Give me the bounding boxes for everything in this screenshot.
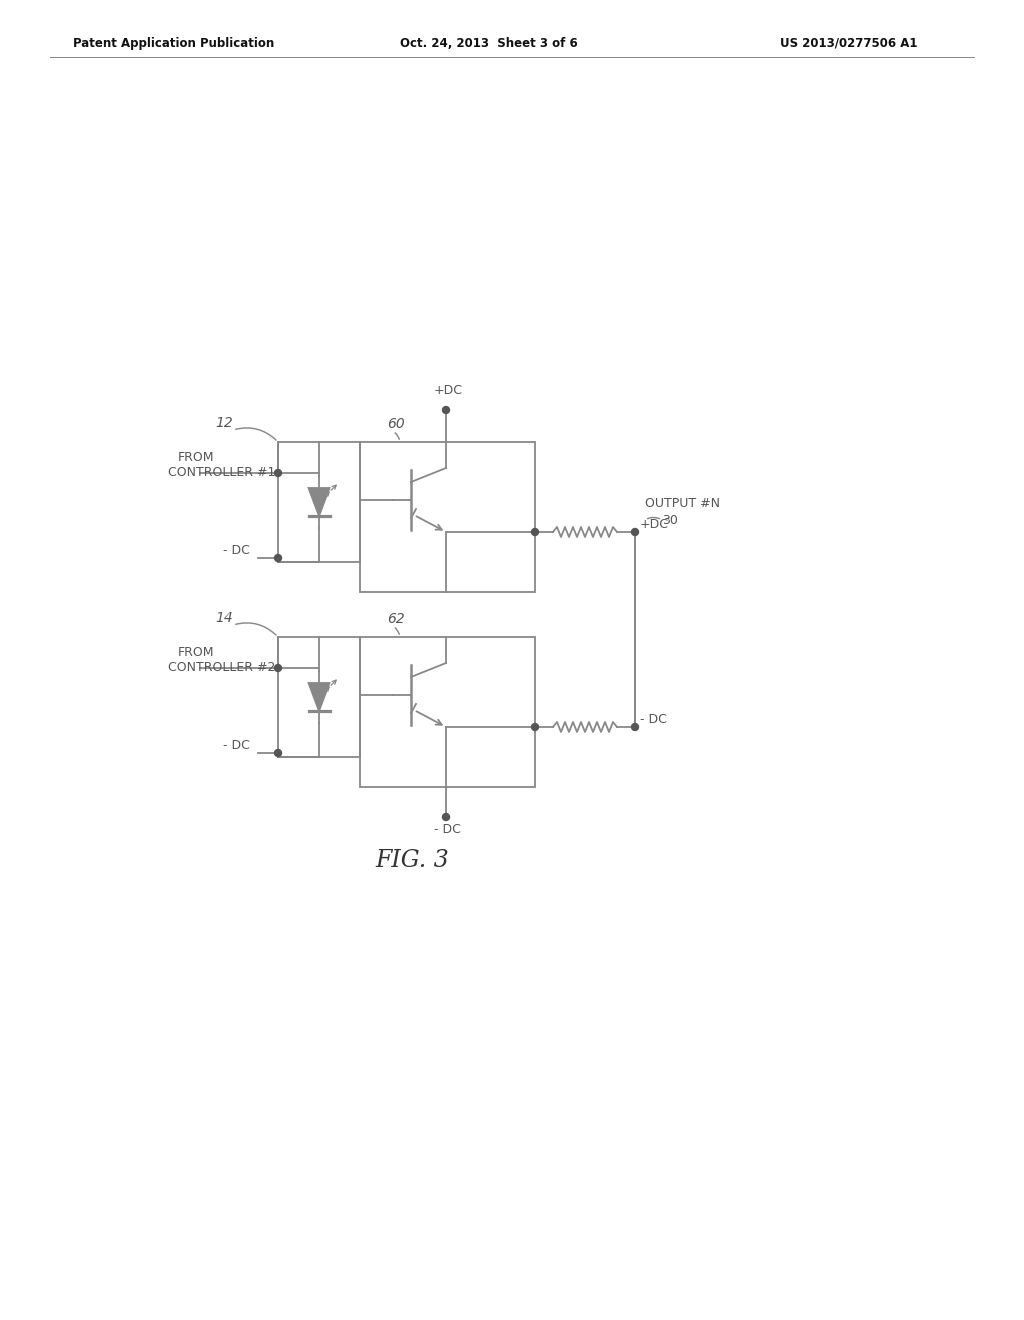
- Circle shape: [274, 664, 282, 672]
- Circle shape: [442, 407, 450, 413]
- Text: 60: 60: [387, 417, 404, 432]
- Circle shape: [442, 813, 450, 821]
- Text: 12: 12: [215, 416, 232, 430]
- Text: FIG. 3: FIG. 3: [375, 849, 449, 873]
- Circle shape: [531, 528, 539, 536]
- Text: 14: 14: [215, 611, 232, 624]
- Text: FROM: FROM: [178, 645, 214, 659]
- Text: +DC: +DC: [434, 384, 463, 397]
- Text: - DC: - DC: [223, 739, 250, 752]
- Circle shape: [274, 470, 282, 477]
- Text: US 2013/0277506 A1: US 2013/0277506 A1: [780, 37, 918, 50]
- Circle shape: [274, 554, 282, 561]
- Text: 62: 62: [387, 612, 404, 626]
- Text: - DC: - DC: [640, 713, 667, 726]
- Text: Patent Application Publication: Patent Application Publication: [73, 37, 274, 50]
- Text: 30: 30: [662, 513, 678, 527]
- Polygon shape: [308, 682, 330, 711]
- Text: FROM: FROM: [178, 451, 214, 465]
- Circle shape: [632, 528, 639, 536]
- Text: CONTROLLER #2: CONTROLLER #2: [168, 661, 275, 675]
- Text: Oct. 24, 2013  Sheet 3 of 6: Oct. 24, 2013 Sheet 3 of 6: [400, 37, 578, 50]
- Text: CONTROLLER #1: CONTROLLER #1: [168, 466, 275, 479]
- Text: +DC: +DC: [640, 517, 669, 531]
- Circle shape: [531, 723, 539, 730]
- Text: - DC: - DC: [223, 544, 250, 557]
- Text: OUTPUT #N: OUTPUT #N: [645, 498, 720, 510]
- Circle shape: [632, 723, 639, 730]
- Text: - DC: - DC: [434, 822, 461, 836]
- Polygon shape: [308, 488, 330, 516]
- Circle shape: [274, 750, 282, 756]
